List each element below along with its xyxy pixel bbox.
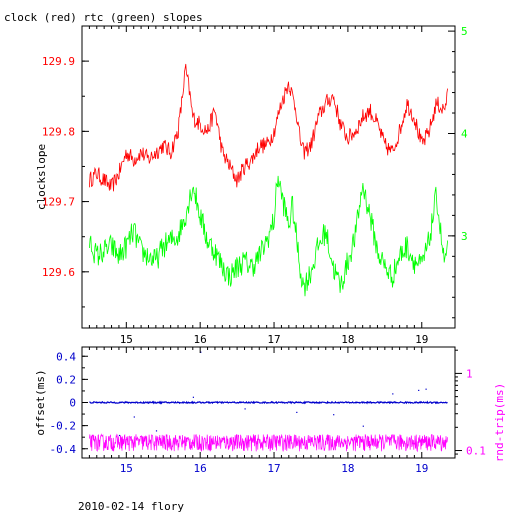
x-tick-label: 17 [267, 333, 280, 346]
x-tick-label: 18 [341, 333, 354, 346]
y-axis-label: clockslope [35, 144, 48, 210]
x-tick-label: 18 [341, 462, 354, 475]
y-tick-label: 0.4 [56, 350, 76, 363]
x-tick-label: 16 [194, 333, 207, 346]
offset-outlier-point [425, 388, 427, 390]
x-tick-label: 19 [415, 333, 428, 346]
x-tick-label: 15 [120, 462, 133, 475]
y-tick-label: 129.9 [42, 55, 75, 68]
chart-title: clock (red) rtc (green) slopes [4, 11, 203, 24]
y-tick-label: -0.2 [50, 420, 77, 433]
offset-outlier-point [118, 434, 121, 437]
y-axis-label: offset(ms) [34, 369, 47, 435]
offset-outlier-point [244, 408, 246, 410]
y2-tick-label: 5 [461, 25, 468, 38]
y-tick-label: 129.8 [42, 125, 75, 138]
x-tick-label: 15 [120, 333, 133, 346]
offset-outlier-point [155, 430, 158, 432]
x-tick-label: 19 [415, 462, 428, 475]
offset-outlier-point [296, 411, 298, 413]
y2-axis-label: rnd-trip(ms) [493, 383, 506, 462]
offset-outlier-point [192, 396, 194, 398]
y2-tick-label: 3 [461, 230, 468, 243]
slopes-chart: 15 16 17 18 19 129.6 129.7 129.8 129.9 3 4 5 clocksl… [35, 25, 468, 346]
y-tick-label: -0.4 [50, 443, 77, 456]
y-tick-label: 0.2 [56, 373, 76, 386]
series-line-green [89, 175, 448, 297]
series-rndtrip [89, 433, 448, 453]
offset-outlier-point [362, 425, 364, 427]
offset-outlier-point [200, 351, 202, 353]
y2-tick-label: 0.1 [466, 445, 486, 458]
y-tick-label: 0 [69, 397, 76, 410]
offset-chart: 15 16 17 18 19 0.4 0.2 0 -0.2 -0.4 1 0.1 offset(ms) r… [34, 346, 506, 475]
x-tick-label: 17 [267, 462, 280, 475]
series-line-red [89, 63, 448, 192]
y2-tick-label: 1 [466, 367, 473, 380]
y-tick-label: 129.6 [42, 266, 75, 279]
offset-outlier-point [133, 416, 135, 418]
y-tick-label: 129.7 [42, 196, 75, 209]
y2-tick-label: 4 [461, 127, 468, 140]
offset-outlier-point [333, 414, 335, 416]
series-offset [89, 400, 448, 405]
footer-label: 2010-02-14 flory [78, 500, 184, 512]
offset-outlier-point [392, 393, 394, 395]
x-tick-label: 16 [194, 462, 207, 475]
plot-frame [81, 25, 456, 329]
offset-outlier-point [418, 389, 420, 391]
